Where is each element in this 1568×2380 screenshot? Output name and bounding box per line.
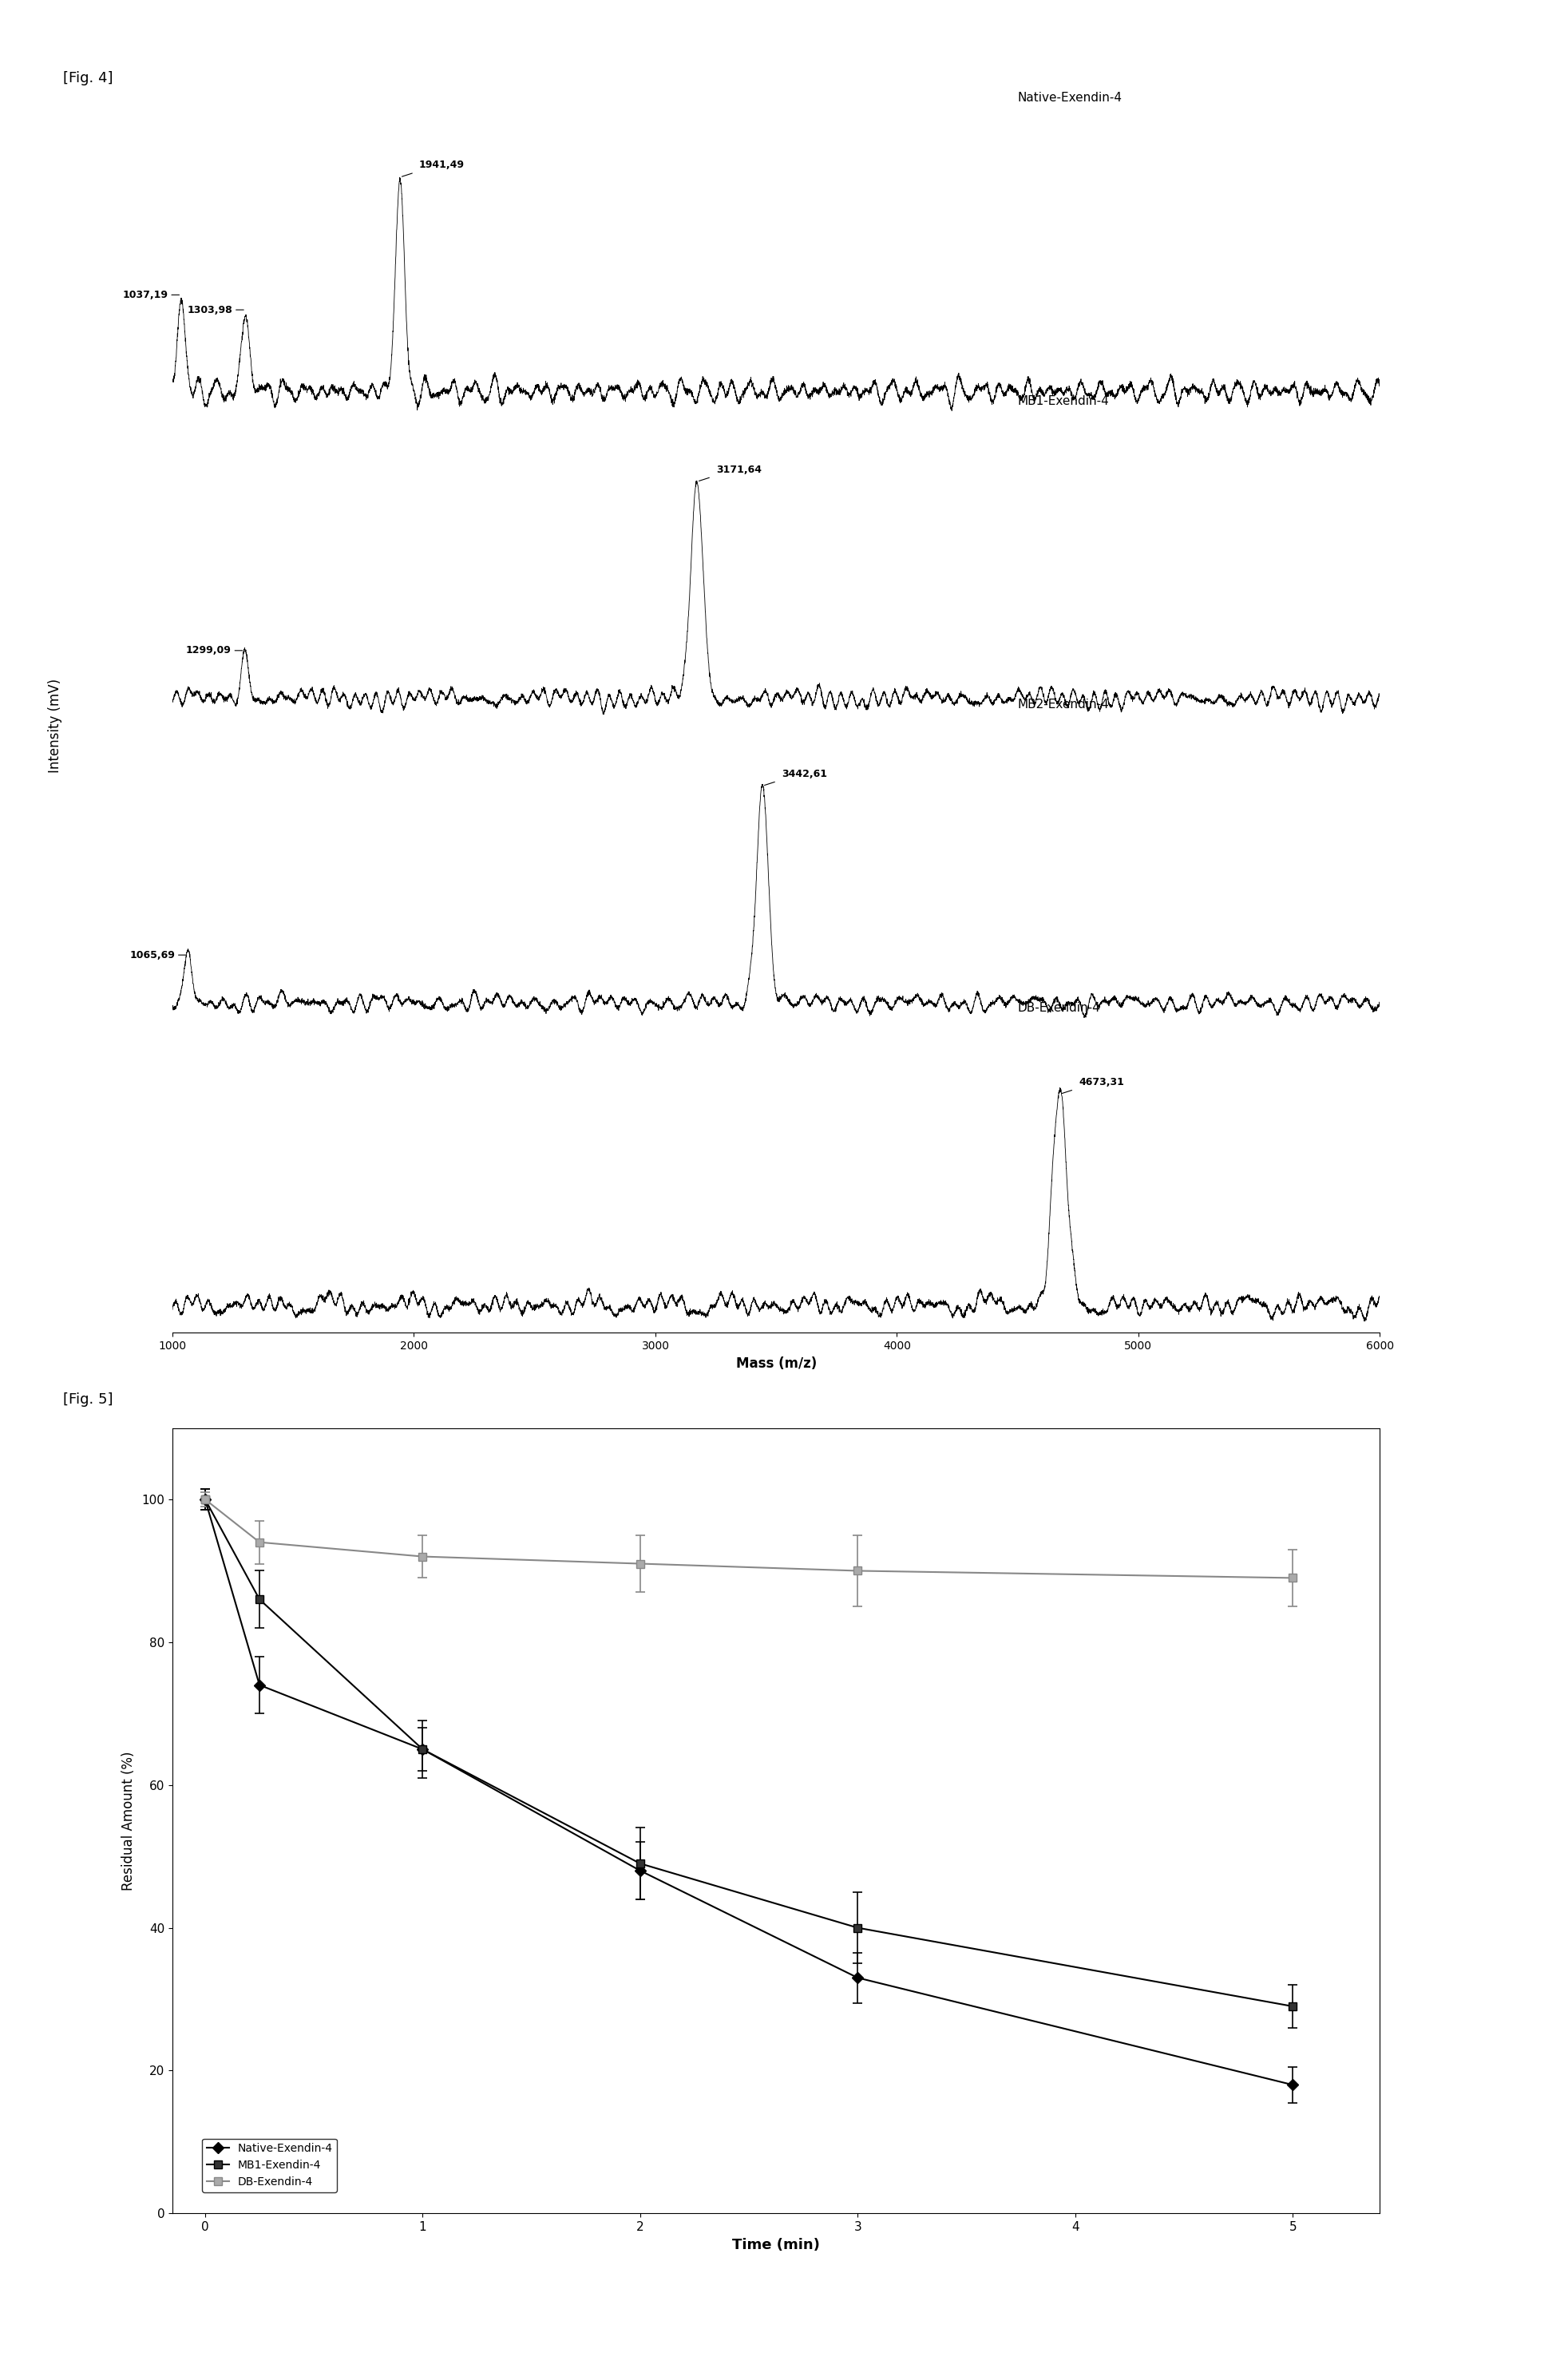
Text: MB2-Exendin-4: MB2-Exendin-4 — [1018, 700, 1109, 712]
Y-axis label: Residual Amount (%): Residual Amount (%) — [122, 1752, 136, 1890]
Text: 1037,19: 1037,19 — [122, 290, 168, 300]
Text: [Fig. 4]: [Fig. 4] — [63, 71, 113, 86]
Text: 1299,09: 1299,09 — [187, 645, 232, 657]
Text: 4673,31: 4673,31 — [1079, 1076, 1124, 1088]
Text: 1941,49: 1941,49 — [419, 159, 464, 171]
Text: [Fig. 5]: [Fig. 5] — [63, 1392, 113, 1407]
Text: 1303,98: 1303,98 — [187, 305, 232, 314]
Text: DB-Exendin-4: DB-Exendin-4 — [1018, 1002, 1101, 1014]
X-axis label: Mass (m/z): Mass (m/z) — [735, 1357, 817, 1371]
Text: 1065,69: 1065,69 — [130, 950, 176, 959]
Text: 3171,64: 3171,64 — [717, 464, 762, 474]
Text: 3442,61: 3442,61 — [781, 769, 828, 778]
Text: MB1-Exendin-4: MB1-Exendin-4 — [1018, 395, 1109, 407]
X-axis label: Time (min): Time (min) — [732, 2237, 820, 2251]
Legend: Native-Exendin-4, MB1-Exendin-4, DB-Exendin-4: Native-Exendin-4, MB1-Exendin-4, DB-Exen… — [202, 2140, 337, 2192]
Text: Native-Exendin-4: Native-Exendin-4 — [1018, 93, 1123, 105]
Text: Intensity (mV): Intensity (mV) — [47, 678, 63, 774]
